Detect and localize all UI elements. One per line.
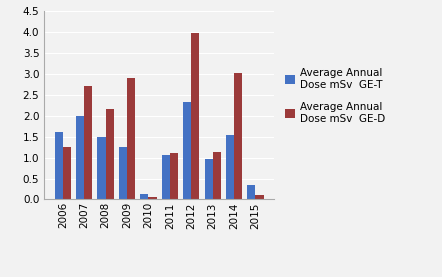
Bar: [191, 33, 199, 199]
Bar: [226, 135, 234, 199]
Bar: [162, 155, 170, 199]
Bar: [170, 153, 178, 199]
Bar: [149, 196, 156, 199]
Bar: [255, 195, 263, 199]
Bar: [234, 73, 242, 199]
Bar: [106, 109, 114, 199]
Bar: [119, 147, 127, 199]
Bar: [76, 116, 84, 199]
Bar: [140, 194, 149, 199]
Bar: [213, 152, 221, 199]
Bar: [183, 102, 191, 199]
Bar: [98, 137, 106, 199]
Bar: [127, 78, 135, 199]
Bar: [205, 159, 213, 199]
Bar: [84, 86, 92, 199]
Bar: [55, 132, 63, 199]
Bar: [248, 185, 255, 199]
Legend: Average Annual
Dose mSv  GE-T, Average Annual
Dose mSv  GE-D: Average Annual Dose mSv GE-T, Average An…: [282, 65, 389, 127]
Bar: [63, 147, 71, 199]
